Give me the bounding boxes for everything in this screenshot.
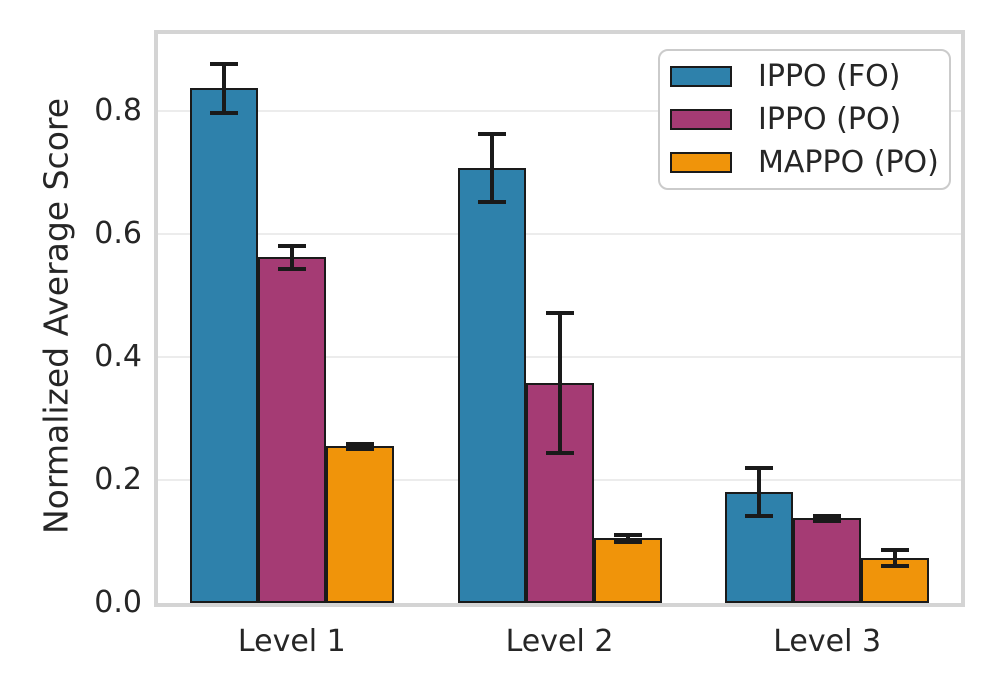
bar-ippo-fo-level-1 (189, 88, 258, 603)
error-bar-cap (813, 518, 842, 523)
y-tick-label: 0.0 (94, 585, 142, 620)
error-bar (557, 312, 562, 453)
error-bar (825, 515, 830, 521)
bar-mappo-po-level-2 (593, 538, 662, 603)
error-bar-cap (277, 266, 306, 271)
error-bar (289, 245, 294, 269)
bar-ippo-po-level-3 (793, 518, 862, 603)
x-tick-label: Level 1 (237, 624, 346, 659)
gridline (158, 109, 961, 112)
error-bar-cap (345, 446, 374, 451)
error-bar-cap (345, 441, 374, 446)
legend-swatch (670, 66, 732, 87)
error-bar-cap (209, 110, 238, 115)
error-bar-cap (277, 243, 306, 248)
bar-ippo-fo-level-2 (457, 168, 526, 603)
error-bar-cap (477, 132, 506, 137)
legend-item-ippo-fo: IPPO (FO) (670, 58, 941, 94)
error-bar-cap (613, 532, 642, 537)
x-tick-label: Level 3 (773, 624, 882, 659)
y-axis-ticks: 0.0 0.2 0.4 0.6 0.8 (0, 30, 142, 620)
legend-item-ippo-po: IPPO (PO) (670, 101, 941, 137)
error-bar-cap (613, 540, 642, 545)
error-bar (221, 63, 226, 113)
y-tick-label: 0.8 (94, 92, 142, 128)
error-bar-cap (477, 199, 506, 204)
error-bar (489, 134, 494, 202)
bar-mappo-po-level-1 (325, 446, 394, 603)
error-bar (757, 468, 762, 517)
legend-swatch (670, 109, 732, 130)
x-tick-label: Level 2 (505, 624, 614, 659)
error-bar-cap (881, 564, 910, 569)
error-bar-cap (881, 548, 910, 553)
legend-swatch (670, 152, 732, 173)
legend-label: IPPO (PO) (758, 101, 902, 137)
error-bar-cap (545, 310, 574, 315)
legend-item-mappo-po: MAPPO (PO) (670, 144, 941, 180)
y-tick-label: 0.2 (94, 461, 142, 497)
gridline (158, 232, 961, 235)
error-bar-cap (745, 514, 774, 519)
legend: IPPO (FO) IPPO (PO) MAPPO (PO) (658, 49, 951, 190)
error-bar-cap (545, 450, 574, 455)
error-bar (893, 550, 898, 567)
bar-ippo-po-level-1 (257, 257, 326, 603)
legend-label: IPPO (FO) (758, 58, 901, 94)
error-bar-cap (209, 61, 238, 66)
error-bar (357, 443, 362, 449)
y-tick-label: 0.6 (94, 215, 142, 251)
bar-ippo-fo-level-3 (725, 492, 794, 603)
error-bar-cap (745, 466, 774, 471)
error-bar (625, 534, 630, 543)
legend-label: MAPPO (PO) (758, 144, 939, 180)
y-tick-label: 0.4 (94, 338, 142, 374)
plot-area: IPPO (FO) IPPO (PO) MAPPO (PO) (154, 30, 965, 607)
x-axis-ticks: Level 1 Level 2 Level 3 (158, 622, 961, 668)
error-bar-cap (813, 513, 842, 518)
